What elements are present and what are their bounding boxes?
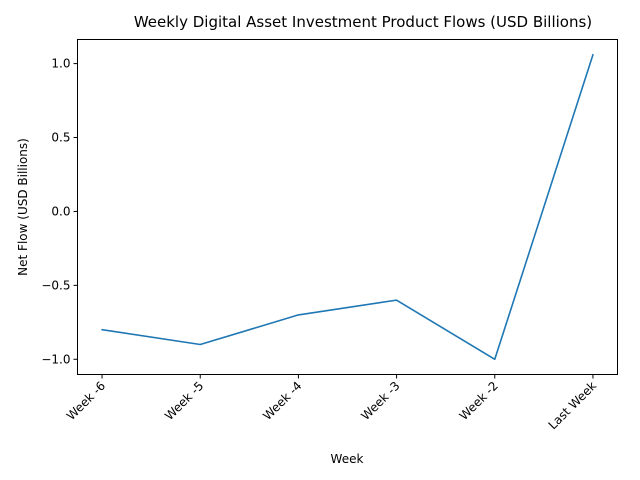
x-tick-label: Week -6 (64, 379, 108, 423)
x-tick-label: Last Week (546, 379, 600, 433)
y-tick-label: 0.5 (51, 131, 70, 145)
plot-area-frame (77, 39, 618, 375)
x-tick-label: Week -2 (457, 379, 501, 423)
y-tick-label: 0.0 (51, 204, 70, 218)
x-axis: Week -6 Week -5 Week -4 Week -3 Week -2 Last … (64, 374, 600, 433)
y-tick-label: 1.0 (51, 57, 70, 71)
x-axis-label: Week (331, 452, 364, 466)
y-tick-label: −0.5 (41, 278, 70, 292)
series-line (101, 53, 594, 361)
x-tick-label: Week -4 (260, 379, 304, 423)
x-tick-label: Week -5 (162, 379, 206, 423)
y-axis-label: Net Flow (USD Billions) (16, 138, 30, 276)
y-axis: −1.0 −0.5 0.0 0.5 1.0 (41, 57, 78, 366)
series-layer (101, 53, 594, 361)
x-tick-label: Week -3 (358, 379, 402, 423)
y-tick-label: −1.0 (41, 352, 70, 366)
chart-title: Weekly Digital Asset Investment Product … (134, 13, 592, 31)
